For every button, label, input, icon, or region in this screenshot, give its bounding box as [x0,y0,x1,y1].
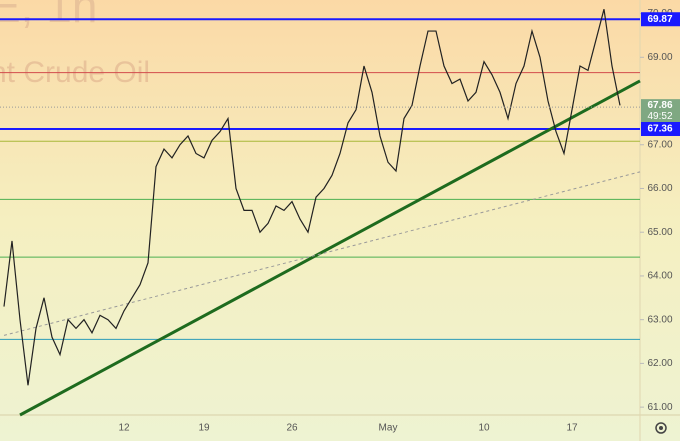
x-tick-label: 10 [478,423,490,434]
level-box [641,12,680,27]
y-tick-label: 66.00 [647,183,672,194]
y-tick-label: 65.00 [647,227,672,238]
x-tick-label: 19 [198,423,210,434]
y-tick-label: 64.00 [647,271,672,282]
y-tick-label: 69.00 [647,52,672,63]
level-box [641,122,680,137]
price-line [3,9,621,386]
price-label: 67.86 [647,100,672,111]
trend-line [3,171,641,336]
level-label: 67.36 [647,124,672,135]
y-tick-label: 63.00 [647,314,672,325]
settings-icon[interactable] [655,422,667,434]
x-tick-label: 26 [286,423,298,434]
watermark: E, 1h [0,0,97,32]
countdown-label: 49:52 [647,111,672,122]
gear[interactable] [655,422,667,434]
x-tick-label: May [379,423,398,434]
gear-center[interactable] [659,426,663,430]
y-tick-label: 67.00 [647,139,672,150]
y-tick-label: 61.00 [647,402,672,413]
level-label: 69.87 [647,14,672,25]
y-tick-label: 62.00 [647,358,672,369]
x-tick-label: 17 [566,423,578,434]
price-box [641,99,680,124]
x-tick-label: 12 [118,423,130,434]
trend-line [19,79,641,417]
